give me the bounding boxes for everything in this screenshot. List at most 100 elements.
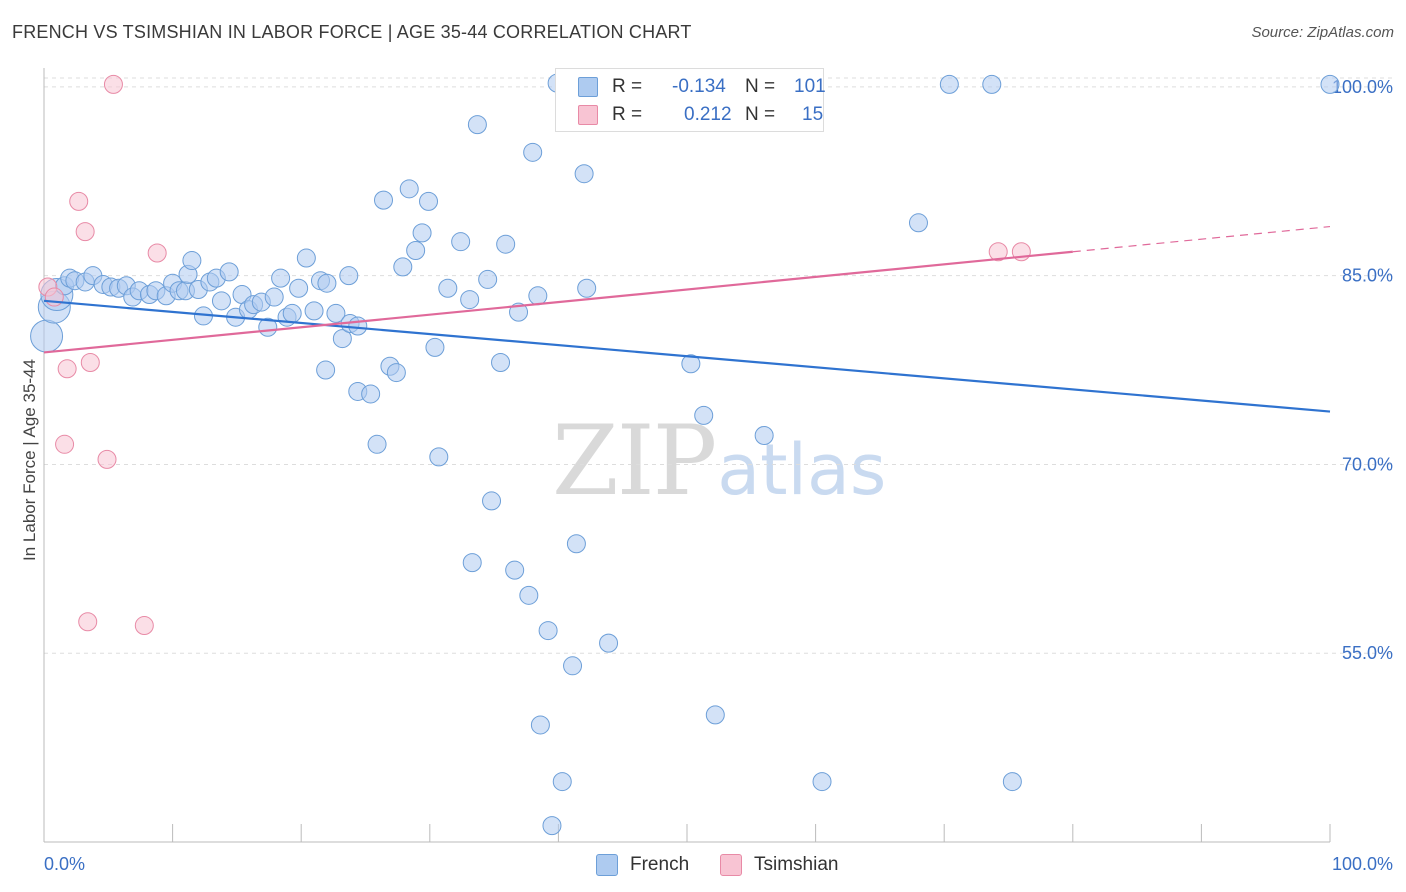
french-point [908, 213, 928, 233]
french-point [1320, 74, 1340, 94]
tsimshian-point [78, 612, 98, 632]
french-point [505, 560, 525, 580]
bottom-legend-label-tsimshian: Tsimshian [754, 854, 839, 875]
tsimshian-point [80, 352, 100, 372]
french-point [482, 491, 502, 511]
french-point [754, 425, 774, 445]
legend-r-value: -0.134 [672, 76, 726, 97]
french-point [326, 303, 346, 323]
french-trend-line [43, 299, 1331, 413]
french-point [478, 269, 498, 289]
legend-n-value: 101 [794, 76, 826, 97]
bottom-legend-label-french: French [630, 854, 690, 875]
legend-n-label: N = [745, 104, 776, 125]
french-point [577, 278, 597, 298]
french-point [509, 302, 529, 322]
french-point [694, 405, 714, 425]
tsimshian-point [103, 74, 123, 94]
french-point [282, 303, 302, 323]
y-tick-label: 100.0% [1332, 77, 1393, 97]
french-point [429, 447, 449, 467]
french-point [523, 142, 543, 162]
french-point [530, 715, 550, 735]
tsimshian-point [147, 243, 167, 263]
legend-r-label: R = [612, 104, 643, 125]
correlation-legend: R = -0.134 N = 101 R = 0.212 N = 15 [555, 68, 826, 132]
source-label: Source: ZipAtlas.com [1251, 24, 1394, 41]
tsimshian-point [75, 222, 95, 242]
legend-n-label: N = [745, 76, 776, 97]
french-point [296, 248, 316, 268]
legend-r-value: 0.212 [684, 104, 732, 125]
bottom-legend-swatch-french [596, 854, 618, 876]
french-point [332, 329, 352, 349]
french-point [271, 268, 291, 288]
bottom-legend-tsimshian: Tsimshian [720, 852, 838, 878]
tsimshian-point [97, 449, 117, 469]
french-point [467, 115, 487, 135]
french-point [348, 316, 368, 336]
french-point [30, 319, 64, 353]
bottom-legend-swatch-tsimshian [720, 854, 742, 876]
french-point [1002, 772, 1022, 792]
french-point [451, 232, 471, 252]
tsimshian-point [69, 191, 89, 211]
french-point [939, 74, 959, 94]
tsimshian-point [134, 616, 154, 636]
french-point [317, 273, 337, 293]
legend-n-value: 15 [802, 104, 824, 125]
french-point [491, 352, 511, 372]
french-point [289, 278, 309, 298]
tsimshian-point [55, 434, 75, 454]
french-point [406, 240, 426, 260]
french-point [566, 534, 586, 554]
french-point [538, 621, 558, 641]
french-point [681, 354, 701, 374]
french-point [304, 301, 324, 321]
french-point [705, 705, 725, 725]
french-point [393, 257, 413, 277]
french-point [425, 337, 445, 357]
x-tick-label-min: 0.0% [44, 854, 85, 874]
tsimshian-trend-line [43, 250, 1073, 354]
tsimshian-point [57, 359, 77, 379]
french-point [374, 190, 394, 210]
tsimshian-trend-extension [1072, 225, 1331, 253]
french-point [519, 585, 539, 605]
french-point [462, 553, 482, 573]
french-point [339, 266, 359, 286]
french-point [412, 223, 432, 243]
french-point [496, 234, 516, 254]
french-point [264, 287, 284, 307]
legend-swatch-french [578, 77, 598, 97]
x-tick-label-max: 100.0% [1332, 854, 1393, 874]
french-point [552, 772, 572, 792]
french-point [528, 286, 548, 306]
french-point [599, 633, 619, 653]
french-point [399, 179, 419, 199]
legend-r-label: R = [612, 76, 643, 97]
french-point [361, 384, 381, 404]
y-tick-label: 55.0% [1342, 643, 1393, 663]
french-point [419, 191, 439, 211]
french-point [386, 363, 406, 383]
tsimshian-point [988, 242, 1008, 262]
legend-swatch-tsimshian [578, 105, 598, 125]
french-point [574, 164, 594, 184]
french-point [460, 290, 480, 310]
french-point [367, 434, 387, 454]
watermark-atlas: atlas [717, 429, 887, 511]
french-point [563, 656, 583, 676]
french-point [812, 772, 832, 792]
french-point [316, 360, 336, 380]
watermark-zip: ZIP [552, 405, 717, 517]
watermark: ZIPatlas [552, 405, 886, 517]
french-point [182, 251, 202, 271]
french-point [982, 74, 1002, 94]
y-tick-label: 85.0% [1342, 266, 1393, 286]
french-point [219, 262, 239, 282]
french-point [438, 278, 458, 298]
bottom-legend-french: French [596, 852, 689, 878]
french-point [211, 291, 231, 311]
